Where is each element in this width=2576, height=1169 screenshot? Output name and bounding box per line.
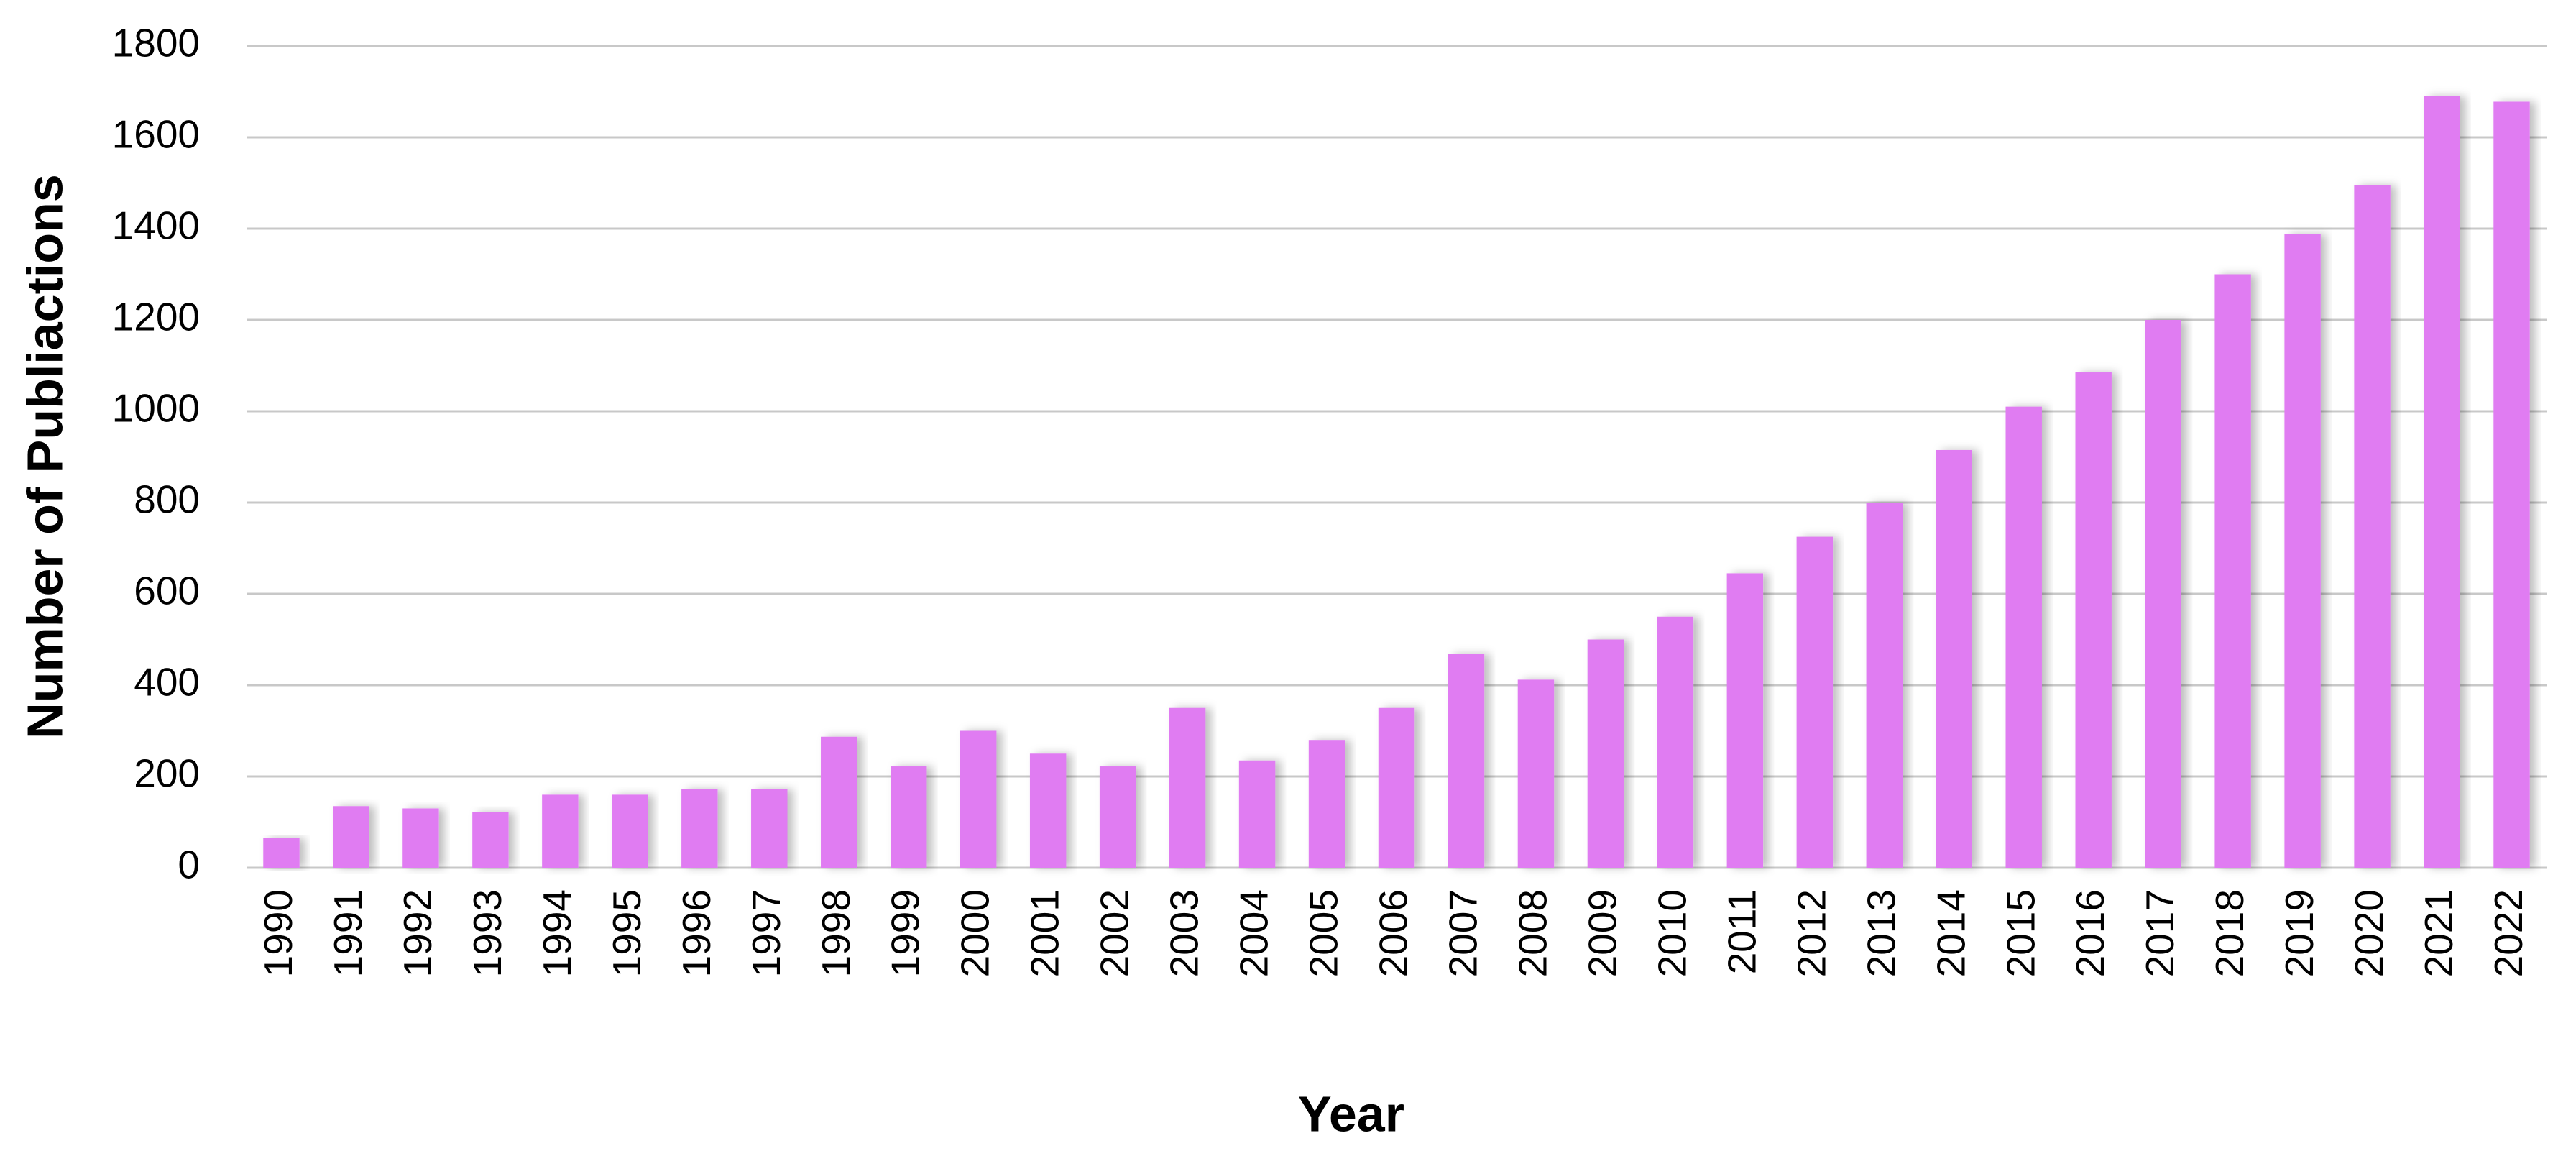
x-tick-label: 1999 (883, 889, 928, 977)
bar (1308, 740, 1346, 868)
x-tick-label: 1998 (814, 889, 858, 977)
x-tick-label: 2015 (1998, 889, 2043, 977)
bar (263, 838, 300, 868)
bar (612, 794, 648, 868)
y-tick-label: 1000 (112, 386, 200, 431)
x-tick-label: 2008 (1510, 889, 1555, 977)
y-tick-label: 200 (134, 751, 200, 796)
bar (472, 812, 509, 868)
bar (2214, 274, 2251, 868)
bar (2284, 234, 2321, 868)
bar (1936, 449, 1972, 868)
bar (542, 794, 579, 868)
x-tick-label: 1992 (395, 889, 440, 977)
x-tick-label: 2019 (2277, 889, 2322, 977)
x-tick-label: 1997 (744, 889, 788, 977)
x-tick-label: 2010 (1650, 889, 1694, 977)
x-tick-label: 2013 (1859, 889, 1903, 977)
y-tick-label: 600 (134, 569, 200, 613)
bar (1587, 639, 1624, 868)
bar (1238, 760, 1276, 868)
bar (1866, 503, 1903, 868)
x-tick-label: 2021 (2416, 889, 2461, 977)
bar (681, 789, 718, 868)
x-tick-label: 1996 (674, 889, 719, 977)
bar (2005, 406, 2042, 868)
y-tick-label: 400 (134, 660, 200, 705)
x-tick-label: 2002 (1092, 889, 1137, 977)
y-tick-label: 0 (178, 843, 200, 887)
x-tick-label: 2000 (953, 889, 998, 977)
bar (1169, 707, 1206, 868)
x-tick-label: 2004 (1232, 889, 1276, 977)
x-tick-label: 2007 (1441, 889, 1486, 977)
x-tick-label: 2017 (2138, 889, 2182, 977)
y-tick-label: 1600 (112, 112, 200, 157)
bar (2145, 320, 2181, 868)
bar (960, 730, 997, 868)
x-tick-label: 2005 (1302, 889, 1346, 977)
bar (751, 789, 788, 868)
x-tick-label: 1990 (256, 889, 300, 977)
bar (1378, 707, 1415, 868)
x-tick-label: 2001 (1023, 889, 1067, 977)
x-tick-label: 1991 (326, 889, 370, 977)
x-tick-label: 2011 (1719, 889, 1764, 974)
bar (1726, 573, 1764, 868)
x-tick-label: 1995 (604, 889, 649, 977)
x-tick-label: 2012 (1789, 889, 1834, 977)
bar (1657, 616, 1694, 868)
x-axis-title: Year (1298, 1086, 1404, 1142)
bar (1517, 679, 1555, 868)
bar (2354, 185, 2391, 868)
bar (2075, 372, 2112, 868)
x-tick-label: 2014 (1928, 889, 1973, 977)
bar (1796, 536, 1834, 868)
x-tick-label: 2006 (1371, 889, 1416, 977)
x-tick-label: 2003 (1162, 889, 1207, 977)
bar (891, 766, 927, 868)
y-tick-label: 1200 (112, 295, 200, 339)
x-tick-label: 2018 (2207, 889, 2252, 977)
x-tick-label: 1993 (465, 889, 510, 977)
bar (2424, 96, 2460, 868)
bar (402, 808, 439, 868)
bar (1099, 766, 1136, 868)
x-tick-label: 2020 (2347, 889, 2391, 977)
bar (333, 806, 369, 868)
bar (821, 736, 857, 868)
y-tick-label: 800 (134, 477, 200, 522)
bar (1448, 654, 1485, 868)
x-tick-label: 2009 (1580, 889, 1624, 977)
y-tick-label: 1800 (112, 21, 200, 65)
y-axis-title: Number of Publiactions (17, 174, 73, 739)
y-tick-label: 1400 (112, 203, 200, 248)
bar (1029, 753, 1067, 868)
bar (2493, 101, 2530, 868)
x-tick-label: 1994 (535, 889, 579, 977)
x-tick-label: 2022 (2486, 889, 2531, 977)
x-tick-label: 2016 (2068, 889, 2112, 977)
